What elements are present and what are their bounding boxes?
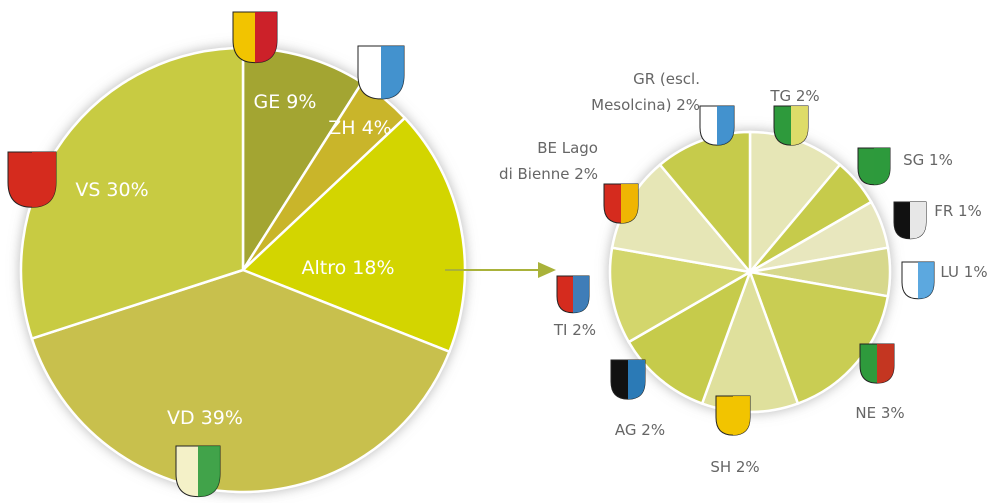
flag-detail [717, 106, 734, 146]
label-line: Altro 18% [301, 257, 394, 279]
slice [240, 116, 467, 354]
main-pie [19, 46, 467, 494]
label-line: AG 2% [615, 421, 665, 439]
label-line: TI 2% [553, 321, 596, 339]
slice-label: VD 39% [167, 407, 243, 429]
label-line: SG 1% [903, 151, 953, 169]
slice-label: LU 1% [940, 263, 987, 281]
flag-detail [621, 184, 638, 224]
flag-detail [918, 262, 934, 299]
label-line: Mesolcina) 2% [591, 96, 700, 114]
flag-detail [198, 446, 220, 497]
label-line: TG 2% [769, 87, 819, 105]
label-line: FR 1% [934, 202, 982, 220]
label-line: SH 2% [710, 458, 759, 476]
slice-label: AG 2% [615, 421, 665, 439]
slice-label: Altro 18% [301, 257, 394, 279]
flags [7, 11, 935, 498]
label-line: VS 30% [75, 179, 148, 201]
flag-detail [573, 276, 589, 313]
label-line: GE 9% [254, 91, 317, 113]
slice-label: TG 2% [769, 87, 819, 105]
slice-label: GE 9% [254, 91, 317, 113]
label-line: BE Lago [537, 139, 598, 157]
slice-label: ZH 4% [328, 117, 392, 139]
labels: GE 9% ZH 4% Altro 18% VD 39% VS 30% TG 2% SG 1… [75, 70, 987, 476]
slice-label: BE Lago di Bienne 2% [499, 139, 598, 183]
flag-detail [874, 148, 890, 185]
label-line: VD 39% [167, 407, 243, 429]
label-line: LU 1% [940, 263, 987, 281]
slice-label: VS 30% [75, 179, 148, 201]
flag-detail [791, 106, 808, 146]
flag-detail [628, 360, 645, 400]
label-line: ZH 4% [328, 117, 392, 139]
slice [30, 268, 452, 494]
slice-label: NE 3% [855, 404, 904, 422]
label-line: GR (escl. [633, 70, 700, 88]
slice [19, 46, 245, 341]
slice [748, 270, 890, 406]
label-line: NE 3% [855, 404, 904, 422]
flag-detail [733, 396, 750, 436]
detail-pie [608, 130, 892, 414]
arrow-head [538, 262, 556, 278]
flag-detail [32, 152, 56, 208]
flag-detail [877, 344, 894, 384]
slice [608, 246, 754, 344]
slice-label: FR 1% [934, 202, 982, 220]
slice-label: SG 1% [903, 151, 953, 169]
slice-label: GR (escl. Mesolcina) 2% [591, 70, 700, 114]
slice-label: SH 2% [710, 458, 759, 476]
flag-detail [910, 202, 926, 239]
flag-detail [381, 46, 404, 99]
slice-label: TI 2% [553, 321, 596, 339]
label-line: di Bienne 2% [499, 165, 598, 183]
flag-detail [255, 12, 277, 63]
slice [627, 269, 753, 406]
slice [658, 130, 752, 276]
